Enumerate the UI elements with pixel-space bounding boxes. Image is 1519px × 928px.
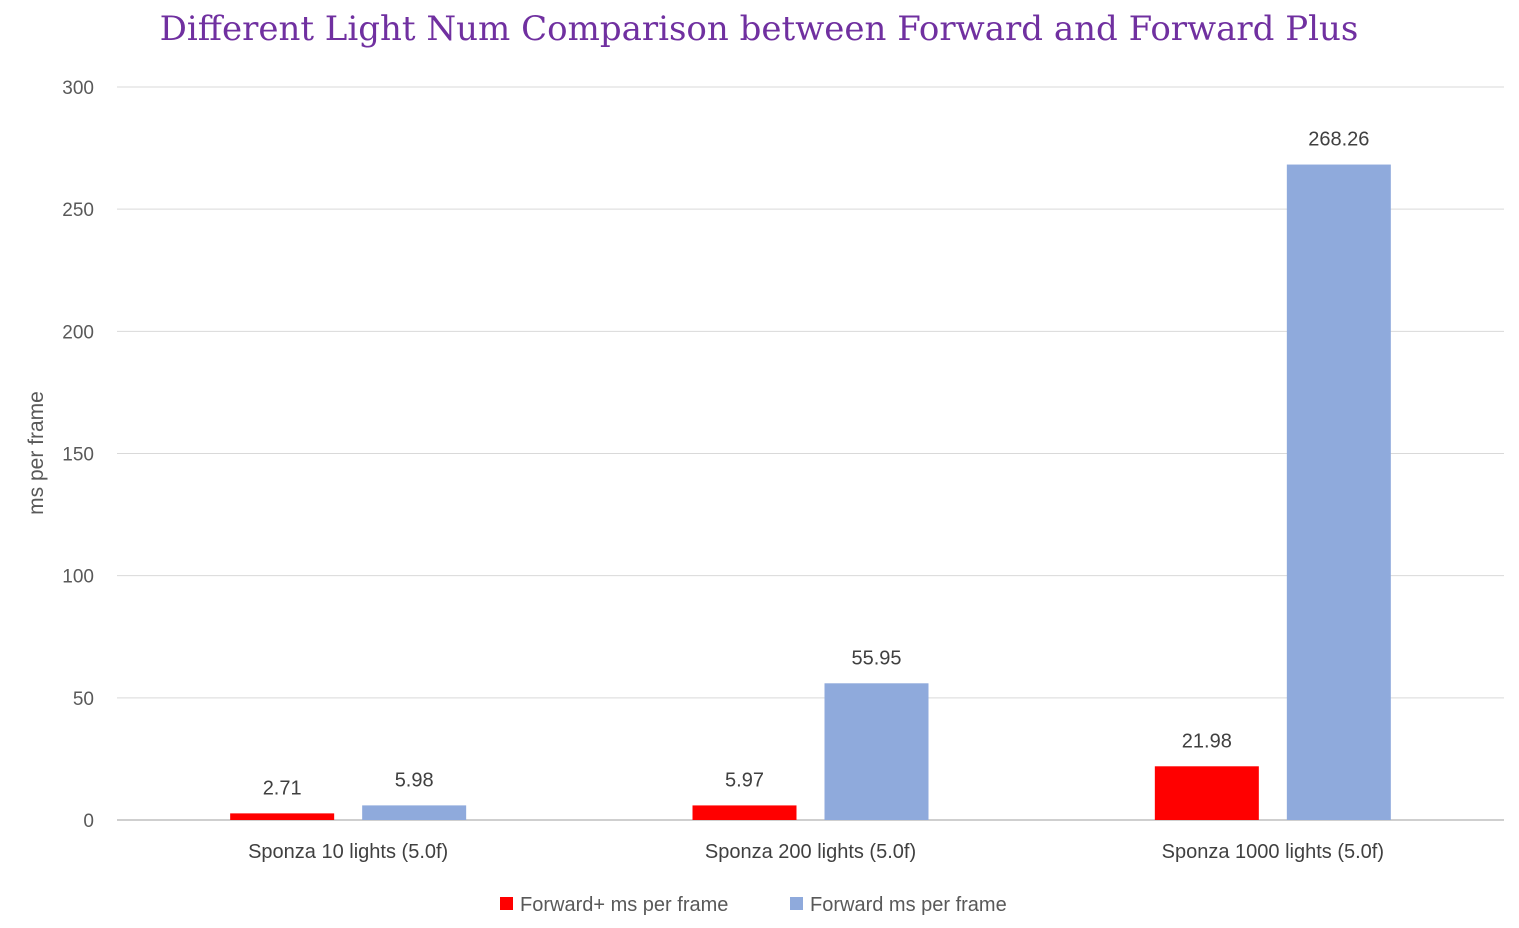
data-label: 55.95	[851, 647, 901, 669]
legend-label: Forward+ ms per frame	[520, 894, 728, 916]
y-axis-label: ms per frame	[25, 391, 48, 515]
x-category-label: Sponza 200 lights (5.0f)	[705, 841, 916, 863]
legend-swatch	[500, 897, 513, 910]
data-label: 21.98	[1182, 730, 1232, 752]
legend-label: Forward ms per frame	[810, 894, 1007, 916]
bar	[692, 805, 797, 820]
chart-title: Different Light Num Comparison between F…	[160, 9, 1359, 49]
gridlines	[117, 86, 1504, 821]
y-tick-label: 150	[62, 445, 94, 466]
data-labels: 2.71 5.98 5.97 55.95 21.98 268.26	[263, 129, 1370, 800]
bar	[824, 683, 929, 820]
data-label: 5.97	[725, 769, 764, 791]
bar	[362, 805, 467, 820]
legend: Forward+ ms per frame Forward ms per fram…	[500, 894, 1007, 916]
y-tick-label: 200	[62, 322, 94, 343]
y-axis-ticks: 0 50 100 150 200 250 300	[62, 78, 94, 832]
x-axis-categories: Sponza 10 lights (5.0f) Sponza 200 lights…	[248, 841, 1384, 863]
y-tick-label: 50	[73, 689, 94, 710]
y-tick-label: 100	[62, 567, 94, 588]
y-tick-label: 300	[62, 78, 94, 99]
legend-swatch	[790, 897, 803, 910]
x-category-label: Sponza 10 lights (5.0f)	[248, 841, 448, 863]
bar	[230, 813, 335, 820]
x-category-label: Sponza 1000 lights (5.0f)	[1162, 841, 1384, 863]
data-label: 2.71	[263, 777, 302, 799]
bar	[1154, 766, 1259, 820]
y-tick-label: 0	[83, 811, 94, 832]
y-tick-label: 250	[62, 200, 94, 221]
data-label: 5.98	[395, 769, 434, 791]
bars	[230, 164, 1391, 821]
bar	[1286, 164, 1391, 821]
data-label: 268.26	[1308, 129, 1369, 151]
